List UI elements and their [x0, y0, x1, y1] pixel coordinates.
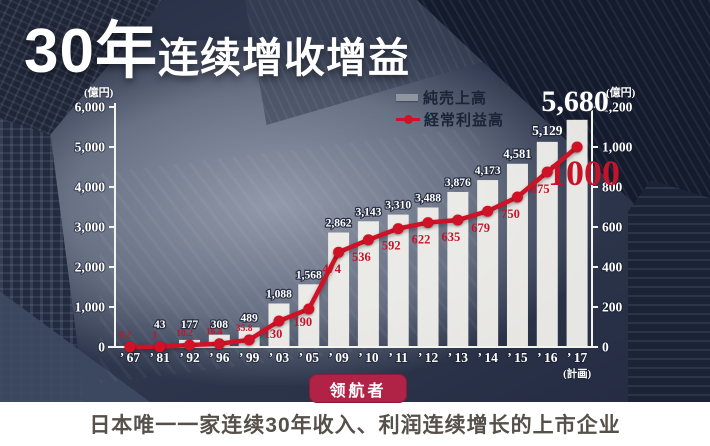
bar [417, 207, 439, 347]
x-label: ’ 17 [567, 350, 588, 365]
footer-text: 日本唯一一家连续30年收入、利润连续增长的上市企业 [89, 414, 621, 437]
left-tick-label: 5,000 [75, 140, 106, 155]
left-tick-label: 1,000 [75, 300, 106, 315]
profit-point [362, 234, 374, 246]
title-years: 30年 [24, 17, 158, 86]
bar-value-label: 43 [154, 319, 166, 331]
line-value-label: 474 [322, 262, 342, 276]
x-label: ’ 99 [239, 350, 260, 365]
x-label: ’ 05 [299, 350, 320, 365]
profit-point [273, 315, 285, 327]
bar-value-label: 3,143 [355, 206, 381, 218]
left-tick-label: 6,000 [75, 100, 106, 115]
footer-strip: 日本唯一一家连续30年收入、利润连续增长的上市企业 [0, 402, 710, 446]
x-label: ’ 13 [448, 350, 469, 365]
profit-point [422, 217, 434, 229]
right-tick-label: 200 [602, 300, 623, 315]
profit-point [482, 205, 494, 217]
x-label: ’ 15 [507, 350, 528, 365]
line-value-label: 1000 [548, 153, 620, 193]
legend-label-ordinary-profit: 経常利益高 [424, 112, 505, 129]
bar [387, 214, 409, 347]
right-tick-label: 400 [602, 260, 623, 275]
x-label: ’ 16 [537, 350, 558, 365]
line-value-label: 10.2 [176, 329, 193, 339]
profit-point [213, 338, 225, 350]
x-label: ’ 09 [328, 350, 349, 365]
bar-value-label: 4,173 [475, 165, 501, 177]
plan-note: (計画) [563, 367, 591, 380]
bar-value-label: 3,310 [385, 200, 411, 212]
bar-value-label: 2,862 [326, 218, 352, 230]
left-tick-label: 3,000 [75, 220, 106, 235]
bar-swatch-icon [396, 93, 418, 101]
legend: 純売上高 経常利益高 [396, 86, 504, 130]
bar [477, 180, 499, 347]
profit-point [154, 341, 166, 353]
legend-item-net-sales: 純売上高 [396, 86, 504, 108]
line-value-label: 875 [531, 182, 550, 196]
line-value-label: 536 [352, 250, 371, 264]
line-value-label: 592 [382, 239, 401, 253]
profit-point [452, 214, 464, 226]
x-label: ’ 14 [477, 350, 498, 365]
page-title: 30年连续增收增益 [24, 0, 410, 90]
line-value-label: 750 [501, 207, 520, 221]
left-tick-label: 4,000 [75, 180, 106, 195]
bar-value-label: 3,876 [445, 177, 471, 189]
title-rest: 连续增收增益 [157, 35, 410, 81]
profit-point [571, 141, 583, 153]
profit-point [124, 341, 136, 353]
line-value-label: 1 [152, 331, 157, 341]
x-label: ’ 12 [418, 350, 439, 365]
line-value-label: 16.4 [206, 328, 223, 338]
x-label: ’ 11 [388, 350, 408, 365]
profit-point [303, 303, 315, 315]
line-value-label: 635 [441, 230, 460, 244]
x-label: ’ 10 [358, 350, 379, 365]
bar-value-label: 489 [241, 312, 259, 324]
profit-point [511, 191, 523, 203]
profit-point [333, 246, 345, 258]
profit-point [184, 339, 196, 351]
left-tick-label: 2,000 [75, 260, 106, 275]
left-axis-unit: (億円) [84, 87, 114, 99]
line-value-label: 679 [471, 221, 490, 235]
line-value-label: 190 [293, 315, 312, 329]
right-tick-label: 0 [602, 340, 609, 355]
line-value-label: 35.8 [236, 324, 253, 334]
line-swatch-icon [396, 114, 420, 124]
bar-value-label: 5,129 [532, 123, 563, 138]
line-value-label: 622 [412, 233, 431, 247]
x-label: ’ 92 [179, 350, 200, 365]
bar-value-label: 1,088 [266, 288, 292, 300]
left-tick-label: 0 [98, 340, 105, 355]
line-value-label: 0.2 [119, 331, 131, 341]
legend-item-ordinary-profit: 経常利益高 [396, 108, 504, 130]
x-label: ’ 96 [209, 350, 230, 365]
line-value-label: 130 [264, 327, 283, 341]
bar-value-label: 3,488 [415, 192, 441, 204]
profit-point [392, 223, 404, 235]
bar-value-label: 5,680 [541, 85, 609, 118]
profit-point [243, 334, 255, 346]
legend-label-net-sales: 純売上高 [423, 90, 488, 107]
right-axis-unit: (億円) [606, 87, 636, 99]
x-label: ’ 03 [269, 350, 290, 365]
bar-value-label: 4,581 [503, 147, 531, 161]
right-tick-label: 600 [602, 220, 623, 235]
status-badge: 领航者 [309, 374, 407, 403]
bar-value-label: 1,568 [296, 269, 322, 281]
